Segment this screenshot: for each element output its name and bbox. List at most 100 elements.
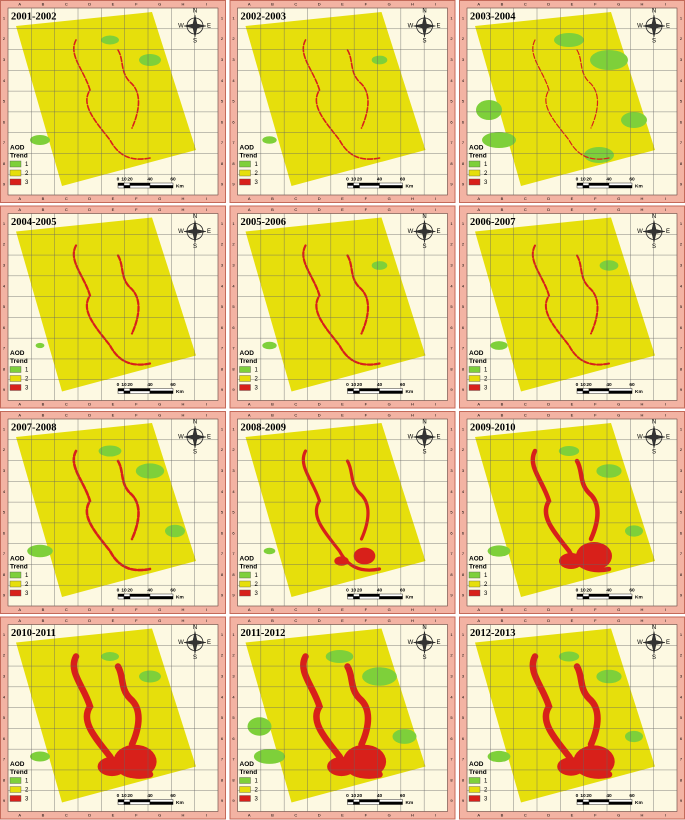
grid-column-label: D [547, 607, 550, 612]
green-patch [371, 261, 388, 270]
scale-segment [149, 185, 174, 189]
green-patch [139, 54, 161, 66]
grid-row-label: 1 [221, 426, 224, 431]
grid-row-label: 2 [221, 653, 224, 658]
scale-segment [117, 185, 125, 189]
legend-swatch [239, 580, 251, 588]
grid-column-label: E [112, 2, 115, 7]
grid-row-label: 2 [3, 36, 6, 41]
grid-row-label: 5 [462, 99, 465, 104]
scale-label: 60 [170, 587, 176, 593]
grid-row-label: 1 [232, 632, 235, 637]
green-patch [590, 50, 628, 70]
grid-row-label: 5 [232, 99, 235, 104]
grid-row-label: 2 [232, 447, 235, 452]
scale-segment [123, 185, 131, 189]
grid-column-label: A [18, 607, 21, 612]
scale-segment [347, 388, 354, 392]
grid-row-label: 9 [450, 182, 453, 187]
grid-row-label: 5 [450, 510, 453, 515]
scale-segment [359, 185, 380, 189]
grid-row-label: 4 [450, 78, 453, 83]
compass-label: W [178, 640, 184, 646]
grid-row-label: 2 [450, 242, 453, 247]
grid-column-label: G [617, 196, 620, 201]
scale-segment [123, 593, 131, 597]
grid-row-label: 1 [221, 221, 224, 226]
grid-column-label: G [158, 2, 161, 7]
grid-column-label: I [665, 618, 666, 623]
scale-label: 0 [117, 176, 120, 182]
grid-column-label: G [617, 2, 620, 7]
panel-title: 2004-2005 [11, 217, 57, 228]
grid-column-label: I [435, 607, 436, 612]
scale-segment [608, 185, 633, 189]
grid-column-label: C [524, 607, 527, 612]
compass-label: E [666, 24, 670, 30]
grid-column-label: I [206, 413, 207, 418]
grid-column-label: H [182, 2, 185, 7]
legend-swatch [468, 777, 481, 784]
legend-swatch [9, 571, 22, 579]
grid-column-label: G [617, 402, 620, 407]
scale-label: 0 [576, 793, 579, 799]
scale-segment [588, 390, 610, 394]
green-patch [490, 341, 508, 350]
grid-row-label: 4 [680, 283, 683, 288]
grid-column-label: H [641, 196, 644, 201]
grid-column-label: C [65, 196, 68, 201]
green-patch [554, 33, 584, 47]
scale-segment [359, 593, 380, 597]
legend-swatch [9, 580, 22, 588]
compass-label: S [422, 39, 426, 45]
grid-row-label: 9 [221, 182, 224, 187]
grid-column-label: I [665, 402, 666, 407]
scale-segment [359, 390, 380, 394]
grid-row-label: 2 [680, 242, 683, 247]
panel-title: 2008-2009 [241, 422, 287, 433]
grid-row-label: 8 [221, 777, 224, 782]
grid-column-label: F [365, 813, 368, 818]
grid-row-label: 1 [3, 221, 6, 226]
grid-column-label: A [248, 207, 251, 212]
grid-column-label: H [411, 813, 414, 818]
green-patch [625, 525, 643, 537]
compass-label: S [193, 244, 197, 250]
compass-star [642, 14, 666, 38]
scale-segment [149, 593, 174, 597]
grid-row-label: 4 [232, 78, 235, 83]
legend-swatch [9, 178, 22, 186]
scale-label: 20 [127, 587, 133, 593]
legend-swatch [9, 384, 22, 391]
compass-label: N [652, 420, 656, 426]
scale-segment [379, 596, 403, 600]
scale-segment [123, 799, 131, 803]
grid-row-label: 4 [221, 78, 224, 83]
green-patch [558, 446, 580, 456]
scale-segment [588, 596, 610, 600]
grid-column-label: C [294, 618, 297, 623]
scale-segment [353, 801, 360, 805]
scale-segment [353, 388, 360, 392]
grid-column-label: B [501, 413, 504, 418]
grid-row-label: 1 [450, 426, 453, 431]
grid-row-label: 2 [450, 653, 453, 658]
red-area [557, 757, 585, 776]
compass-label: S [193, 450, 197, 456]
grid-column-label: H [411, 2, 414, 7]
legend-label: 2 [255, 787, 259, 793]
grid-column-label: E [571, 413, 574, 418]
grid-row-label: 3 [232, 674, 235, 679]
grid-row-label: 6 [232, 325, 235, 330]
grid-column-label: H [641, 607, 644, 612]
grid-column-label: F [365, 2, 368, 7]
grid-column-label: H [182, 813, 185, 818]
grid-column-label: A [477, 207, 480, 212]
scale-segment [359, 596, 380, 600]
legend-label: 1 [255, 778, 259, 784]
grid-column-label: B [501, 607, 504, 612]
compass-label: W [408, 229, 414, 235]
scale-segment [588, 593, 610, 597]
grid-row-label: 4 [3, 78, 6, 83]
